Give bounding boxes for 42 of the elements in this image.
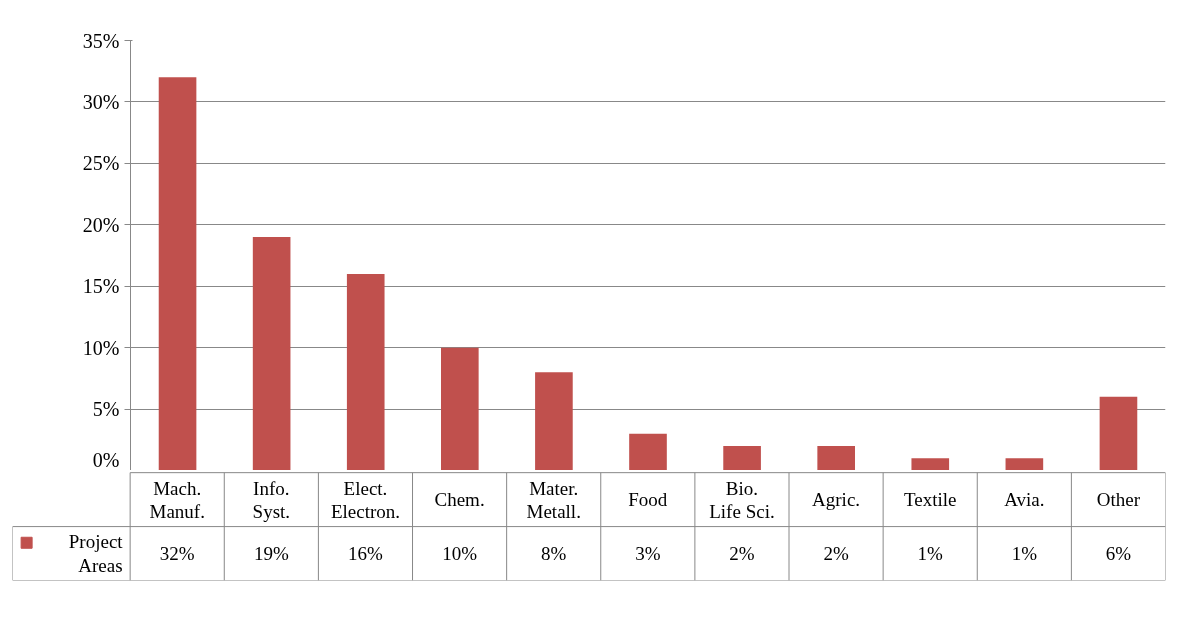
y-tick-label: 15% (82, 275, 120, 298)
y-tick-label: 30% (82, 90, 120, 113)
x-tick-label: Mach. Manuf. (149, 477, 205, 522)
x-tick-label: Elect. Electron. (330, 477, 401, 522)
data-label: 1% (1011, 543, 1038, 565)
x-tick-label: Other (1096, 489, 1141, 511)
x-tick-label: Avia. (1004, 489, 1045, 511)
bar (535, 372, 573, 470)
y-tick-label: 25% (82, 152, 120, 175)
x-tick-label: Agric. (812, 489, 861, 511)
y-tick-label: 35% (82, 29, 120, 52)
bar (629, 433, 667, 470)
data-label: 16% (348, 543, 384, 565)
data-label: 8% (541, 543, 567, 565)
data-label: 32% (159, 543, 195, 565)
y-tick-label: 5% (92, 398, 120, 421)
x-tick-label: Bio. Life Sci. (709, 477, 775, 522)
data-label: 2% (823, 543, 849, 565)
bar (1005, 458, 1044, 470)
x-tick-label: Chem. (434, 489, 485, 511)
bar (817, 445, 855, 470)
legend-label: Project Areas (68, 531, 124, 576)
bar (158, 77, 197, 470)
data-label: 19% (253, 543, 289, 565)
bar (1099, 396, 1138, 470)
data-label: 10% (442, 543, 478, 565)
y-tick-label: 20% (82, 213, 120, 236)
data-label: 3% (635, 543, 661, 565)
y-tick-label: 10% (82, 336, 120, 359)
bar (441, 347, 479, 470)
y-tick-label: 0% (92, 448, 120, 471)
bar (346, 273, 385, 470)
bar (911, 458, 950, 470)
bar (723, 445, 761, 470)
data-label: 2% (729, 543, 755, 565)
data-label: 1% (917, 543, 944, 565)
x-tick-label: Mater. Metall. (526, 477, 581, 522)
x-tick-label: Textile (903, 489, 957, 511)
bar (252, 237, 291, 470)
x-tick-label: Food (628, 489, 668, 511)
x-tick-label: Info. Syst. (252, 477, 291, 522)
data-label: 6% (1105, 543, 1132, 565)
